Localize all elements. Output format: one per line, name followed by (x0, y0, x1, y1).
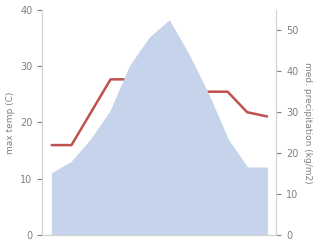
Y-axis label: med. precipitation (kg/m2): med. precipitation (kg/m2) (303, 62, 313, 183)
Y-axis label: max temp (C): max temp (C) (5, 91, 15, 154)
